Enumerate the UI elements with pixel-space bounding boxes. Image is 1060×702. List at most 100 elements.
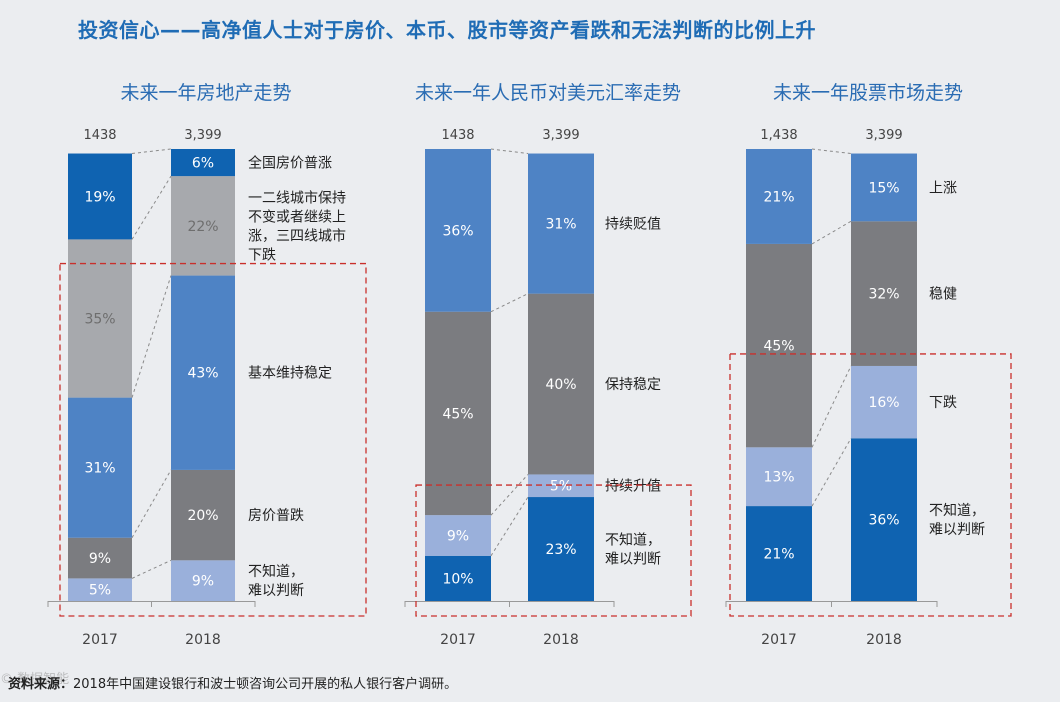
chart1-bar-2018-seg-0	[171, 560, 235, 601]
chart1-series-label-line: 下跌	[248, 247, 276, 263]
chart3-category-label-2018: 2018	[866, 632, 902, 648]
chart3-value-label: 16%	[868, 395, 899, 411]
chart1-bar-2017-seg-2	[68, 397, 132, 538]
chart3-series-label: 下跌	[929, 395, 957, 411]
chart1-value-label: 43%	[187, 366, 218, 382]
chart3-sample-size-2018: 3,399	[865, 128, 902, 143]
chart3-series-label-line: 不知道，	[929, 502, 985, 519]
chart2-title: 未来一年人民币对美元汇率走势	[415, 82, 681, 104]
page-title: 投资信心——高净值人士对于房价、本币、股市等资产看跌和无法判断的比例上升	[78, 18, 816, 42]
chart3-value-label: 13%	[763, 470, 794, 486]
chart1-series-label: 基本维持稳定	[248, 365, 332, 382]
chart2-value-label: 45%	[442, 406, 473, 422]
chart3-category-label-2017: 2017	[761, 632, 797, 648]
chart2-series-label: 不知道， 难以判断	[605, 532, 661, 568]
chart1-value-label: 22%	[187, 219, 218, 235]
chart1-series-label: 房价普跌	[248, 508, 304, 524]
chart2-value-label: 40%	[545, 377, 576, 393]
chart3-bar-2018-seg-2	[851, 221, 917, 366]
chart2-series-label-line: 保持稳定	[605, 377, 661, 393]
chart2-bar-2017-seg-3	[425, 149, 491, 312]
chart1-bar-2018-seg-3	[171, 176, 235, 276]
chart1-series-label: 一二线城市保持不变或者继续上涨，三四线城市下跌	[248, 189, 346, 263]
chart1-bar-2017-seg-1	[68, 537, 132, 579]
chart3-bar-2018-seg-3	[851, 153, 917, 222]
chart3-connector-line	[811, 220, 852, 245]
chart2-sample-size-2017: 1438	[441, 128, 474, 143]
chart1-bar-2018-seg-2	[171, 275, 235, 470]
chart1-value-label: 19%	[84, 189, 115, 205]
chart3-value-label: 36%	[868, 513, 899, 529]
chart3-bar-2017-seg-0	[746, 506, 812, 601]
chart1-connector-line	[131, 559, 172, 579]
chart1-bar-2017-seg-4	[68, 153, 132, 240]
chart1-series-label-line: 基本维持稳定	[248, 365, 332, 382]
chart1-highlight-box	[59, 262, 367, 617]
chart3-connector-line	[811, 365, 852, 448]
chart2-category-label-2018: 2018	[543, 632, 579, 648]
chart2-bar-2017-seg-0	[425, 555, 491, 601]
chart3-bar-2018-seg-0	[851, 438, 917, 601]
chart1-category-label-2017: 2017	[82, 632, 118, 648]
chart1-value-label: 9%	[192, 574, 214, 590]
chart3-value-label: 32%	[868, 287, 899, 303]
chart1-title: 未来一年房地产走势	[120, 82, 291, 104]
chart2-bar-2017-seg-1	[425, 515, 491, 556]
chart2-value-label: 5%	[550, 479, 572, 495]
chart3-value-label: 45%	[763, 339, 794, 355]
chart1-value-label: 31%	[84, 461, 115, 477]
chart2-bar-2017-seg-2	[425, 311, 491, 516]
chart1-series-label: 全国房价普涨	[248, 155, 332, 172]
chart1-sample-size-2018: 3,399	[184, 128, 221, 143]
chart2-series-label: 持续升值	[605, 478, 661, 495]
chart1-series-label-line: 不知道，	[248, 563, 304, 580]
chart2-category-label-2017: 2017	[440, 632, 476, 648]
chart3-value-label: 15%	[868, 180, 899, 196]
chart1-series-label: 不知道， 难以判断	[248, 563, 304, 599]
chart1-connector-line	[131, 148, 172, 155]
chart3-series-label: 上涨	[929, 180, 957, 196]
chart1-value-label: 9%	[89, 551, 111, 567]
chart3-highlight-box	[729, 353, 1012, 617]
chart2-series-label-line: 持续升值	[605, 478, 661, 495]
chart3-bar-2017-seg-2	[746, 243, 812, 448]
chart3-value-label: 21%	[763, 547, 794, 563]
chart3-connector-line	[811, 148, 852, 155]
chart2-value-label: 9%	[447, 528, 469, 544]
chart3-bar-2017-seg-3	[746, 149, 812, 244]
chart1-bar-2018-seg-1	[171, 469, 235, 561]
chart2-series-label-line: 不知道，	[605, 532, 661, 549]
source-text: 2018年中国建设银行和波士顿咨询公司开展的私人银行客户调研。	[73, 677, 458, 692]
chart1-series-label-line: 难以判断	[248, 583, 304, 599]
source-label: 资料来源：	[8, 677, 74, 692]
chart2-value-label: 23%	[545, 542, 576, 558]
chart1-bar-2017-seg-0	[68, 578, 132, 601]
chart2-series-label-line: 持续贬值	[605, 216, 661, 233]
chart3-series-label-line: 稳健	[929, 287, 957, 303]
chart2-bar-2018-seg-0	[528, 497, 594, 601]
chart1-category-label-2018: 2018	[185, 632, 221, 648]
chart2-value-label: 10%	[442, 571, 473, 587]
chart1-series-label-line: 一二线城市保持	[248, 189, 346, 206]
chart3-title: 未来一年股票市场走势	[773, 82, 963, 104]
chart1-bar-2018-seg-4	[171, 149, 235, 177]
chart1-sample-size-2017: 1438	[83, 128, 116, 143]
chart2-value-label: 31%	[545, 217, 576, 233]
chart1-series-label-line: 不变或者继续上	[248, 208, 346, 225]
chart2-sample-size-2018: 3,399	[542, 128, 579, 143]
chart1-value-label: 6%	[192, 156, 214, 172]
chart1-value-label: 20%	[187, 508, 218, 524]
chart3-connector-line	[811, 438, 852, 507]
chart1-connector-line	[131, 275, 172, 398]
chart3-bar-2017-seg-1	[746, 447, 812, 507]
chart2-value-label: 36%	[442, 223, 473, 239]
chart3-value-label: 21%	[763, 189, 794, 205]
source-footer: 资料来源：2018年中国建设银行和波士顿咨询公司开展的私人银行客户调研。	[8, 673, 457, 692]
chart1-series-label-line: 房价普跌	[248, 508, 304, 524]
chart2-connector-line	[490, 293, 529, 313]
chart2-bar-2018-seg-3	[528, 153, 594, 294]
chart1-connector-line	[131, 175, 172, 240]
chart2-series-label: 保持稳定	[605, 377, 661, 393]
chart1-series-label-line: 涨，三四线城市	[248, 227, 346, 244]
chart2-series-label-line: 难以判断	[605, 552, 661, 568]
